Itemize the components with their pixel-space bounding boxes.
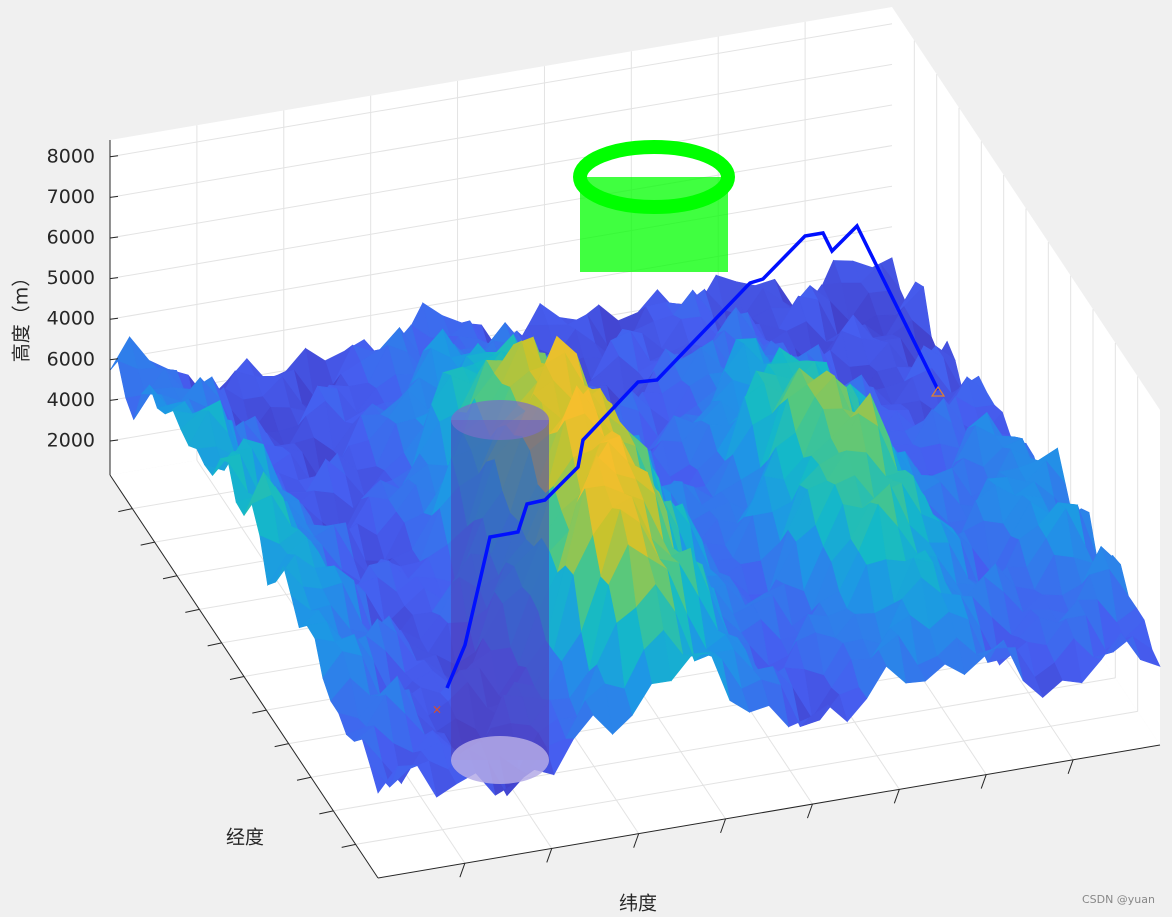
- z-tick: [109, 155, 119, 158]
- x-tick-decor: [806, 803, 813, 819]
- y-tick-decor: [252, 709, 267, 714]
- z-tick: [109, 358, 119, 361]
- z-tick-label: 2000: [47, 430, 95, 452]
- y-tick-decor: [274, 743, 289, 748]
- grid-line: [109, 63, 893, 198]
- x-tick-decor: [633, 833, 640, 848]
- x-tick-decor: [1067, 759, 1074, 774]
- z-axis-label: 高度（m）: [11, 268, 33, 363]
- y-tick-decor: [185, 608, 200, 613]
- grid-line: [109, 23, 893, 158]
- z-tick-label: 4000: [47, 389, 95, 411]
- obstacle: [451, 420, 549, 760]
- z-tick-label: 5000: [47, 267, 95, 289]
- y-tick-decor: [229, 676, 245, 680]
- z-tick: [109, 439, 119, 442]
- y-tick-decor: [140, 541, 155, 546]
- obstacle-bottom: [451, 736, 549, 784]
- grid-line-decor: [333, 677, 1116, 812]
- overlay: ×: [432, 140, 946, 784]
- z-tick-label: 7000: [47, 186, 95, 208]
- x-tick-decor: [546, 848, 553, 863]
- grid-line: [109, 145, 893, 280]
- y-tick-decor: [207, 642, 222, 647]
- x-tick-decor: [980, 774, 987, 789]
- grid-line: [109, 104, 893, 239]
- x-axis: [377, 744, 1161, 879]
- path: [445, 223, 940, 689]
- z-tick-label: 6000: [47, 348, 95, 370]
- grid-line: [109, 226, 893, 361]
- y-tick-decor: [319, 810, 334, 815]
- z-tick: [109, 277, 119, 280]
- obstacle-top: [451, 400, 549, 440]
- y-tick-decor: [118, 508, 133, 513]
- y-tick-decor: [162, 575, 178, 580]
- grid-line: [109, 185, 893, 320]
- x-tick-decor: [720, 818, 727, 834]
- z-tick: [109, 398, 119, 401]
- goal-marker: [930, 385, 946, 397]
- terrain-face: [369, 765, 398, 794]
- x-axis-label: 纬度: [619, 893, 657, 915]
- threat-zone-top: [573, 140, 735, 214]
- z-tick-label: 4000: [47, 308, 95, 330]
- z-tick: [109, 195, 119, 198]
- x-tick-decor: [893, 789, 900, 804]
- start-marker: ×: [432, 703, 442, 717]
- y-axis: [109, 474, 379, 879]
- z-tick: [109, 236, 119, 239]
- y-tick-decor: [296, 776, 312, 781]
- y-tick-decor: [341, 843, 356, 848]
- watermark: CSDN @yuan: [1082, 893, 1155, 906]
- x-tick-decor: [459, 863, 466, 878]
- z-tick-label: 8000: [47, 145, 95, 167]
- z-tick-label: 6000: [47, 227, 95, 249]
- z-tick: [109, 317, 119, 320]
- grid-line-decor: [355, 710, 1138, 845]
- y-axis-label: 经度: [226, 827, 264, 849]
